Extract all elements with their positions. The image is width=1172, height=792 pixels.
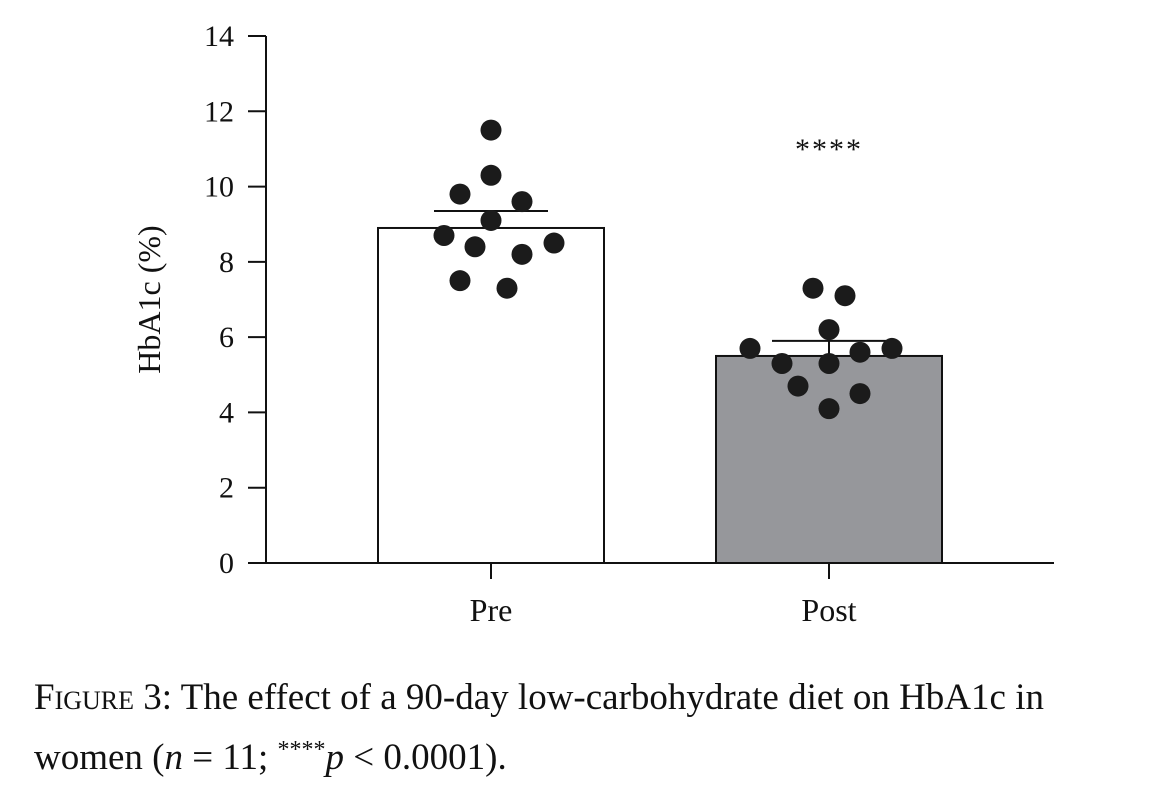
significance-marker: **** — [795, 133, 863, 166]
data-point — [849, 341, 871, 363]
data-point — [480, 209, 502, 231]
caption-p-text: < 0.0001). — [344, 737, 507, 778]
y-tick-label: 10 — [204, 171, 234, 204]
data-point — [449, 183, 471, 205]
data-point — [739, 337, 761, 359]
y-tick-label: 6 — [219, 321, 234, 354]
data-point — [818, 352, 840, 374]
caption-n-text: = 11; — [183, 737, 278, 778]
chart-bars — [377, 226, 943, 565]
data-point — [849, 383, 871, 405]
bar-pre — [377, 226, 605, 564]
caption-text: The effect of a 90-day low-carbohydrate … — [34, 677, 1044, 778]
data-point — [787, 375, 809, 397]
data-point — [818, 398, 840, 420]
y-axis-title: HbA1c (%) — [131, 225, 167, 373]
data-point — [480, 119, 502, 141]
data-point — [480, 164, 502, 186]
data-point — [464, 236, 486, 258]
data-point — [511, 191, 533, 213]
data-point — [771, 352, 793, 374]
data-point — [802, 277, 824, 299]
data-point — [449, 270, 471, 292]
y-tick-label: 0 — [219, 547, 234, 580]
x-tick-label: Post — [801, 592, 856, 628]
x-tick-label: Pre — [470, 592, 513, 628]
caption-n-symbol: n — [164, 737, 184, 778]
data-point — [881, 337, 903, 359]
y-tick-label: 4 — [219, 396, 234, 429]
caption-label: Figure 3: — [34, 677, 173, 718]
chart-labels: HbA1c (%) Pre Post **** — [131, 133, 863, 628]
data-point — [433, 225, 455, 247]
data-point — [543, 232, 565, 254]
caption-stars: **** — [277, 737, 326, 763]
chart-data-points — [433, 119, 903, 420]
data-point — [511, 243, 533, 265]
y-tick-label: 12 — [204, 95, 234, 128]
caption-p-symbol: p — [325, 737, 345, 778]
data-point — [834, 285, 856, 307]
figure-caption: Figure 3: The effect of a 90-day low-car… — [34, 672, 1154, 784]
y-tick-label: 14 — [204, 20, 234, 53]
bar-post — [715, 354, 943, 565]
data-point — [818, 319, 840, 341]
data-point — [496, 277, 518, 299]
y-tick-label: 8 — [219, 246, 234, 279]
y-tick-label: 2 — [219, 472, 234, 505]
